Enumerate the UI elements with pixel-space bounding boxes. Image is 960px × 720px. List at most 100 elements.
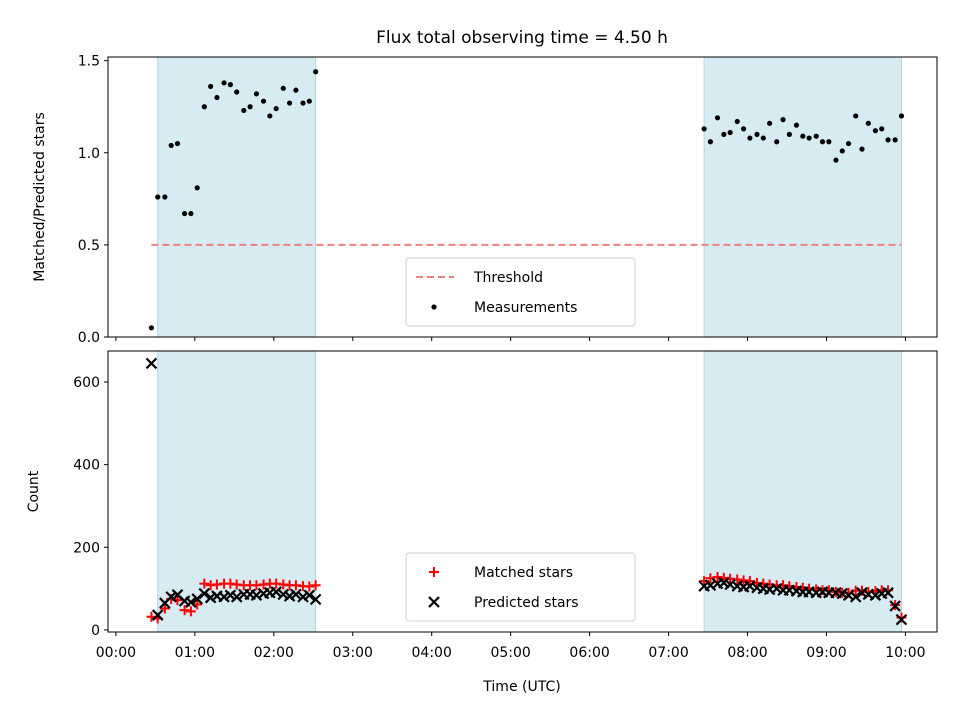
legend-label: Predicted stars	[474, 595, 579, 611]
data-point	[309, 593, 322, 606]
data-point	[155, 194, 161, 200]
data-point	[806, 135, 812, 141]
data-point	[889, 600, 901, 612]
data-point	[727, 129, 733, 136]
data-point	[253, 91, 260, 97]
data-point	[148, 325, 155, 331]
data-point	[208, 83, 214, 90]
y-tick-label: 0.5	[78, 238, 100, 254]
data-point	[705, 573, 716, 584]
data-point	[201, 104, 207, 110]
data-point	[199, 578, 210, 589]
data-point	[845, 140, 852, 147]
data-point	[191, 593, 203, 605]
data-point	[267, 113, 273, 119]
data-point	[833, 157, 839, 163]
y-axis-label: Count	[26, 470, 42, 512]
data-point	[826, 139, 832, 145]
data-point	[313, 69, 319, 75]
data-point	[786, 131, 792, 137]
legend-box	[405, 552, 636, 622]
data-point	[230, 591, 243, 603]
chart-title: Flux total observing time = 4.50 h	[376, 28, 668, 48]
data-point	[740, 126, 747, 132]
data-point	[793, 122, 800, 128]
series-predicted	[145, 357, 908, 626]
x-tick-label: 02:00	[254, 645, 294, 661]
data-point	[780, 117, 786, 123]
x-tick-label: 07:00	[648, 645, 688, 661]
data-point	[898, 113, 905, 119]
data-point	[839, 148, 845, 154]
data-point	[227, 82, 233, 88]
data-point	[214, 94, 220, 101]
series-matched	[146, 572, 907, 624]
data-point	[754, 131, 760, 137]
legend-matched-swatch	[429, 567, 439, 577]
data-point	[159, 603, 170, 614]
x-tick-label: 05:00	[490, 645, 530, 661]
y-tick-label: 400	[73, 458, 100, 474]
data-point	[306, 98, 312, 104]
data-point	[879, 126, 885, 132]
data-point	[168, 142, 174, 149]
data-point	[304, 581, 315, 592]
data-point	[721, 131, 727, 137]
legend-label: Threshold	[473, 270, 543, 286]
data-point	[300, 100, 306, 106]
y-tick-label: 200	[73, 540, 100, 556]
data-point	[744, 576, 755, 587]
data-point	[819, 139, 826, 145]
data-point	[286, 100, 293, 106]
data-point	[774, 139, 780, 145]
data-point	[280, 85, 286, 91]
plot-frame	[107, 350, 938, 633]
legend-label: Matched stars	[474, 565, 573, 581]
legend: Threshold Measurements	[405, 257, 636, 327]
data-point	[853, 113, 859, 119]
data-point	[181, 210, 188, 217]
data-point	[303, 589, 316, 601]
data-point	[165, 591, 177, 603]
data-point	[194, 185, 200, 191]
data-point	[162, 194, 168, 200]
x-tick-label: 00:00	[96, 645, 136, 661]
y-tick-label: 0.0	[78, 330, 100, 346]
data-point	[179, 605, 190, 616]
data-point	[185, 606, 196, 617]
data-point	[234, 89, 240, 95]
data-point	[188, 210, 194, 217]
series-measurements	[148, 69, 905, 331]
x-tick-label: 06:00	[569, 645, 609, 661]
data-point	[800, 133, 806, 139]
data-point	[241, 107, 247, 114]
x-tick-label: 03:00	[333, 645, 373, 661]
x-tick-label: 08:00	[727, 645, 767, 661]
x-tick-label: 04:00	[412, 645, 452, 661]
data-point	[293, 87, 299, 93]
data-point	[885, 137, 891, 143]
data-point	[859, 146, 865, 152]
legend-label: Measurements	[474, 300, 577, 316]
data-point	[198, 587, 211, 600]
data-point	[221, 80, 227, 86]
data-point	[260, 98, 267, 104]
legend-box	[405, 257, 636, 327]
data-point	[707, 139, 714, 145]
data-point	[734, 118, 740, 125]
data-point	[895, 613, 908, 626]
x-tick-label: 10:00	[885, 645, 925, 661]
x-tick-label: 01:00	[175, 645, 215, 661]
data-point	[273, 105, 279, 112]
data-point	[892, 137, 898, 143]
legend: Matched stars Predicted stars	[405, 552, 636, 622]
shaded-span	[157, 56, 317, 338]
data-point	[714, 115, 721, 121]
data-point	[290, 588, 302, 601]
y-tick-label: 1.0	[78, 146, 100, 162]
data-point	[151, 609, 164, 621]
data-point	[747, 135, 753, 141]
count-panel: 0 200 400 600 00:00 01:00 02:00 03:00 04:00 05:00…	[26, 350, 938, 661]
data-point	[760, 135, 766, 141]
